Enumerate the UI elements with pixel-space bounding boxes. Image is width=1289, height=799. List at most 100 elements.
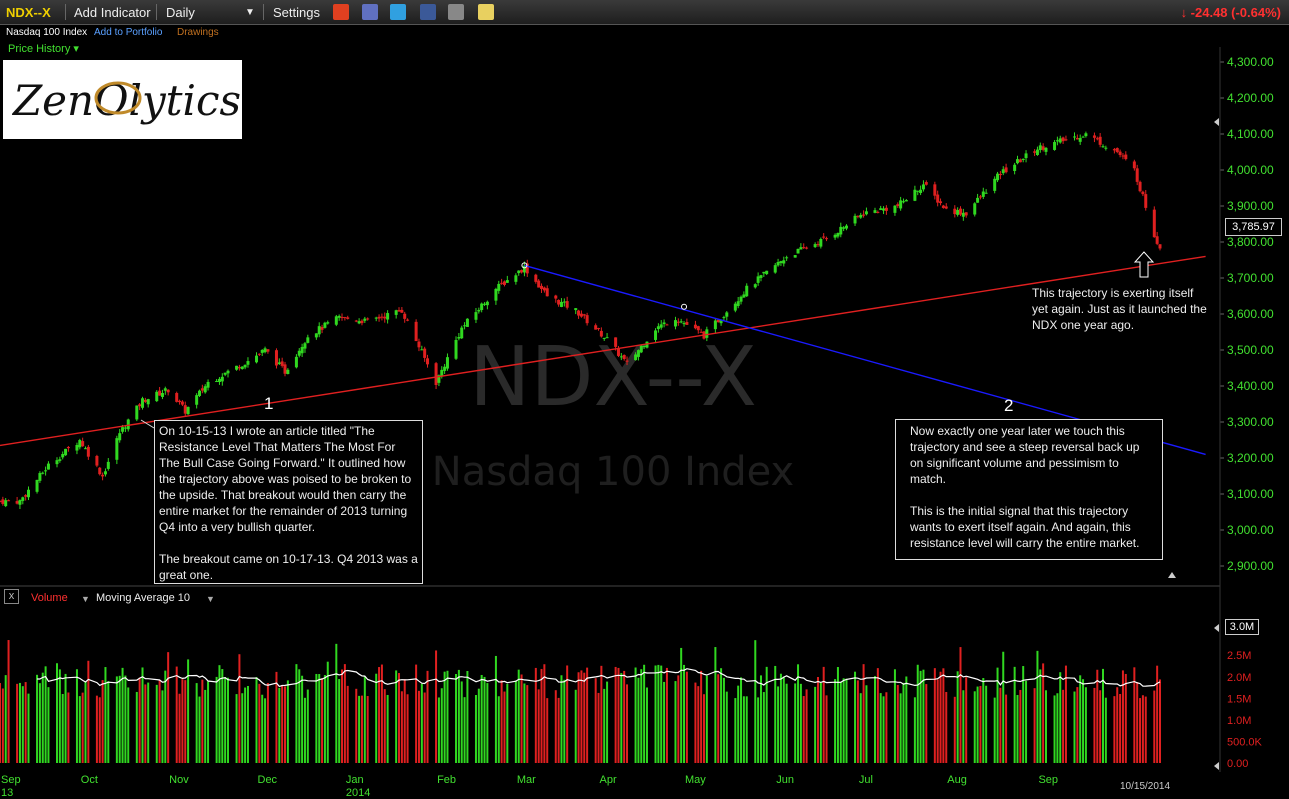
candle-body: [35, 479, 39, 492]
marker-2: 2: [1004, 396, 1014, 415]
volume-bar: [303, 697, 306, 763]
volume-bar: [323, 675, 326, 763]
volume-bar: [215, 676, 218, 763]
candle-body: [776, 262, 780, 266]
date-tick-label: 2014: [346, 787, 370, 799]
volume-bar: [705, 675, 708, 763]
volume-tick-label: 2.5M: [1227, 650, 1251, 662]
candle-body: [480, 303, 484, 310]
candle-body: [27, 489, 31, 498]
volume-bar: [606, 681, 609, 763]
volume-bar: [246, 685, 249, 763]
price-tick-label: 4,100.00: [1227, 127, 1274, 141]
volume-bar: [925, 684, 928, 763]
candle-body: [357, 321, 361, 324]
candle-body: [246, 361, 250, 365]
volume-bar: [916, 664, 919, 763]
volume-bar: [896, 684, 899, 763]
candle-body: [226, 370, 230, 374]
volume-bar: [75, 669, 78, 763]
add-to-portfolio-link[interactable]: Add to Portfolio: [94, 27, 163, 38]
period-select[interactable]: Daily: [166, 5, 195, 20]
chevron-down-icon[interactable]: ▼: [245, 7, 255, 18]
volume-bar: [905, 676, 908, 763]
candle-body: [785, 257, 789, 259]
candle-body: [599, 330, 603, 337]
volume-bar: [415, 664, 418, 763]
candle-body: [844, 225, 848, 229]
candle-body: [884, 207, 888, 211]
volume-bar: [218, 665, 221, 763]
trendline-anchor: [521, 262, 528, 269]
candle-body: [497, 283, 501, 291]
candle-body: [679, 321, 683, 323]
volume-bar: [497, 696, 500, 763]
candle-body: [921, 184, 925, 190]
volume-bar: [38, 683, 41, 763]
candle-body: [941, 205, 945, 208]
candle-body: [215, 381, 219, 383]
volume-bar: [854, 671, 857, 763]
drawings-link[interactable]: Drawings: [177, 27, 219, 38]
candle-body: [953, 208, 957, 215]
volume-bar: [999, 687, 1002, 763]
ticker-symbol[interactable]: NDX--X: [6, 5, 51, 20]
last-price-flag: 3,785.97: [1225, 218, 1282, 236]
volume-bar: [557, 697, 560, 763]
twitter-icon[interactable]: [390, 4, 406, 20]
camera-icon[interactable]: [448, 4, 464, 20]
volume-bar: [380, 664, 383, 763]
candle-body: [155, 391, 159, 402]
add-indicator-button[interactable]: Add Indicator: [74, 5, 151, 20]
callouts: [140, 118, 1219, 632]
volume-tick-label: 2.0M: [1227, 672, 1251, 684]
candle-body: [203, 386, 207, 393]
volume-bar: [520, 674, 523, 763]
volume-label[interactable]: Volume: [31, 592, 68, 604]
volume-bar: [654, 665, 657, 763]
volume-bar: [976, 686, 979, 763]
volume-bar: [933, 668, 936, 763]
volume-bar: [737, 685, 740, 763]
close-volume-panel-button[interactable]: x: [4, 589, 19, 604]
volume-bar: [942, 668, 945, 763]
candle-body: [323, 322, 327, 328]
date-tick-label: Jun: [776, 774, 794, 786]
chevron-down-icon[interactable]: ▼: [206, 594, 215, 604]
candle-body: [978, 196, 982, 198]
moving-average-label[interactable]: Moving Average 10: [96, 592, 190, 604]
volume-bar: [1044, 690, 1047, 763]
candle-body: [257, 353, 261, 355]
candle-body: [18, 500, 22, 505]
volume-bar: [899, 693, 902, 763]
candle-body: [397, 310, 401, 312]
volume-bar: [1059, 672, 1062, 763]
alarm-icon[interactable]: [333, 4, 349, 20]
price-marker-icon: [1214, 118, 1219, 126]
volume-bar: [466, 671, 469, 763]
notes-icon[interactable]: [362, 4, 378, 20]
candle-body: [494, 288, 498, 301]
settings-button[interactable]: Settings: [273, 5, 320, 20]
candle-body: [403, 313, 407, 319]
candle-body: [337, 315, 341, 318]
volume-bar: [725, 691, 728, 763]
volume-bar: [221, 669, 224, 763]
facebook-icon[interactable]: [420, 4, 436, 20]
date-tick-label: Sep: [1, 774, 21, 786]
candle-body: [237, 367, 241, 369]
candle-body: [64, 448, 68, 456]
candle-body: [1001, 169, 1005, 174]
price-history-menu[interactable]: Price History ▾: [8, 43, 79, 55]
volume-bar: [1104, 697, 1107, 763]
volume-bar: [566, 665, 569, 763]
sticky-note-icon[interactable]: [478, 4, 494, 20]
candle-body: [725, 312, 729, 317]
toolbar: [0, 0, 1289, 25]
chevron-down-icon[interactable]: ▼: [81, 594, 90, 604]
volume-bar: [685, 671, 688, 763]
candle-body: [180, 401, 184, 405]
candle-body: [380, 316, 384, 318]
volume-bar: [1062, 689, 1065, 763]
candle-body: [998, 173, 1002, 176]
